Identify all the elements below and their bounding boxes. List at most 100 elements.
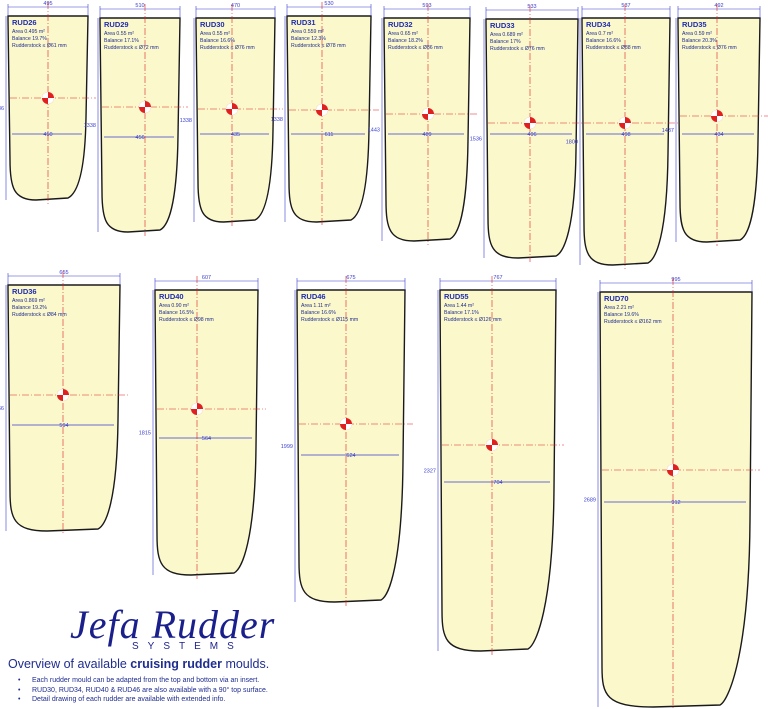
- notes-list: Each rudder mould can be adapted from th…: [18, 676, 268, 705]
- top-dimension-label: 607: [202, 275, 211, 281]
- rudder-balance-label: Balance 19.2%: [12, 305, 47, 311]
- overview-text: Overview of available: [8, 657, 131, 671]
- overview-heading: Overview of available cruising rudder mo…: [8, 657, 269, 671]
- top-dimension-label: 767: [493, 275, 502, 281]
- rudder-balance-label: Balance 17%: [490, 39, 521, 45]
- top-dimension-label: 593: [422, 3, 431, 9]
- rudder-balance-label: Balance 16.6%: [301, 310, 336, 316]
- center-marker-quadrants: [486, 439, 498, 451]
- height-dimension-label: 2327: [424, 469, 436, 475]
- top-dimension-label: 492: [714, 3, 723, 9]
- center-marker-quadrants: [711, 110, 723, 122]
- top-dimension-label: 530: [324, 1, 333, 7]
- width-dimension-label: 611: [325, 132, 334, 138]
- rudder-area-label: Area 0.90 m²: [159, 303, 189, 309]
- width-dimension-label: 912: [671, 500, 680, 506]
- rudder-area-label: Area 2.21 m²: [604, 305, 634, 311]
- rudder-blade-rud40: [154, 289, 259, 576]
- width-dimension-label: 435: [231, 132, 240, 138]
- rudder-stock-label: Rudderstock ≤ Ø76 mm: [200, 45, 255, 51]
- rudder-id-label: RUD36: [12, 287, 37, 296]
- center-marker-quadrants: [42, 92, 54, 104]
- center-marker-quadrants: [191, 403, 203, 415]
- width-dimension-label: 594: [59, 423, 68, 429]
- note-item: Detail drawing of each rudder are availa…: [18, 695, 268, 705]
- rudder-balance-label: Balance 17.1%: [444, 310, 479, 316]
- rudder-stock-label: Rudderstock ≤ Ø76 mm: [682, 45, 737, 51]
- rudder-blade-rud34: [581, 17, 671, 266]
- jefa-logo: Jefa Rudder: [70, 602, 276, 647]
- rudder-blade-rud36: [7, 284, 121, 532]
- height-dimension-label: 1566: [0, 406, 4, 412]
- center-marker-quadrants: [226, 103, 238, 115]
- note-item: Each rudder mould can be adapted from th…: [18, 676, 268, 686]
- rudder-id-label: RUD30: [200, 20, 225, 29]
- top-dimension-label: 995: [671, 277, 680, 283]
- rudder-id-label: RUD32: [388, 20, 413, 29]
- top-dimension-label: 537: [621, 3, 630, 9]
- rudder-area-label: Area 0.65 m²: [388, 31, 418, 37]
- overview-text-end: moulds.: [221, 657, 270, 671]
- center-marker-quadrants: [667, 464, 679, 476]
- width-dimension-label: 489: [422, 132, 431, 138]
- top-dimension-label: 675: [346, 275, 355, 281]
- width-dimension-label: 704: [493, 480, 502, 486]
- height-dimension-label: 1999: [281, 444, 293, 450]
- rudder-area-label: Area 0.869 m²: [12, 298, 45, 304]
- rudder-stock-label: Rudderstock ≤ Ø88 mm: [586, 45, 641, 51]
- rudder-id-label: RUD40: [159, 292, 184, 301]
- rudder-stock-label: Rudderstock ≤ Ø162 mm: [604, 319, 662, 325]
- top-dimension-label: 533: [527, 4, 536, 10]
- rudder-blade-rud33: [485, 18, 579, 259]
- rudder-blade-rud29: [99, 17, 181, 233]
- height-dimension-label: 1338: [84, 123, 96, 129]
- center-marker-quadrants: [524, 117, 536, 129]
- rudder-area-label: Area 0.59 m²: [682, 31, 712, 37]
- height-dimension-label: 1443: [368, 128, 380, 134]
- center-marker-quadrants: [316, 104, 328, 116]
- height-dimension-label: 1800: [566, 140, 578, 146]
- rudder-id-label: RUD29: [104, 20, 129, 29]
- width-dimension-label: 434: [714, 132, 723, 138]
- height-dimension-label: 1536: [470, 137, 482, 143]
- rudder-area-label: Area 0.559 m²: [291, 29, 324, 35]
- rudder-blade-rud31: [286, 15, 372, 223]
- rudder-balance-label: Balance 16.6%: [200, 38, 235, 44]
- rudder-stock-label: Rudderstock ≤ Ø72 mm: [104, 45, 159, 51]
- rudder-id-label: RUD46: [301, 292, 326, 301]
- height-dimension-label: 1815: [139, 431, 151, 437]
- height-dimension-label: 1437: [662, 128, 674, 134]
- rudder-blade-rud55: [439, 289, 557, 652]
- center-marker-quadrants: [57, 389, 69, 401]
- rudder-stock-label: Rudderstock ≤ Ø86 mm: [388, 45, 443, 51]
- rudder-area-label: Area 0.7 m²: [586, 31, 613, 37]
- rudder-stock-label: Rudderstock ≤ Ø98 mm: [159, 317, 214, 323]
- rudder-balance-label: Balance 19.7%: [12, 36, 47, 42]
- rudder-id-label: RUD31: [291, 18, 316, 27]
- rudder-area-label: Area 0.55 m²: [200, 31, 230, 37]
- rudder-id-label: RUD70: [604, 294, 629, 303]
- rudder-area-label: Area 0.495 m²: [12, 29, 45, 35]
- rudder-stock-label: Rudderstock ≤ Ø76 mm: [490, 46, 545, 52]
- height-dimension-label: 2689: [584, 498, 596, 504]
- rudder-id-label: RUD35: [682, 20, 707, 29]
- rudder-balance-label: Balance 12.3%: [291, 36, 326, 42]
- rudder-stock-label: Rudderstock ≤ Ø84 mm: [12, 312, 67, 318]
- top-dimension-label: 470: [231, 3, 240, 9]
- center-marker-quadrants: [340, 418, 352, 430]
- rudder-blade-rud70: [599, 291, 753, 708]
- rudder-stock-label: Rudderstock ≤ Ø126 mm: [444, 317, 502, 323]
- top-dimension-label: 510: [135, 3, 144, 9]
- rudder-blade-rud46: [296, 289, 406, 603]
- rudder-balance-label: Balance 17.1%: [104, 38, 139, 44]
- jefa-logo-sub: SYSTEMS: [132, 641, 243, 652]
- center-marker-quadrants: [139, 101, 151, 113]
- rudder-id-label: RUD34: [586, 20, 611, 29]
- width-dimension-label: 456: [135, 135, 144, 141]
- height-dimension-label: 1338: [180, 118, 192, 124]
- center-marker-quadrants: [619, 117, 631, 129]
- rudder-id-label: RUD26: [12, 18, 37, 27]
- rudder-balance-label: Balance 16.6%: [586, 38, 621, 44]
- rudder-area-label: Area 1.11 m²: [301, 303, 331, 309]
